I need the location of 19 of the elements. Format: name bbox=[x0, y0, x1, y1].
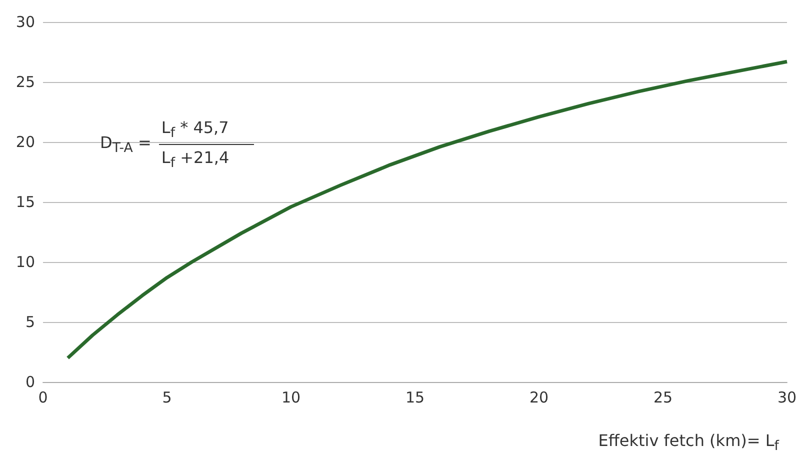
y-tick-label: 10 bbox=[16, 253, 35, 271]
annotation: L$_{f}$ * 45,7 bbox=[159, 118, 254, 146]
x-tick-label: 10 bbox=[281, 388, 301, 406]
annotation: D$_{T-A}$ = bbox=[100, 133, 152, 156]
y-tick-label: 5 bbox=[25, 313, 35, 331]
line-series bbox=[66, 60, 789, 360]
x-tick-label: 5 bbox=[162, 388, 172, 406]
y-tick-label: 20 bbox=[16, 133, 35, 151]
x-tick-label: 25 bbox=[653, 388, 673, 406]
y-tick-label: 15 bbox=[16, 193, 35, 211]
y-tick-label: 25 bbox=[16, 73, 35, 91]
y-tick-label: 0 bbox=[25, 373, 35, 391]
x-tick-label: 30 bbox=[777, 388, 797, 406]
y-tick-label: 30 bbox=[16, 13, 35, 31]
annotation: L$_{f}$ +21,4 bbox=[160, 147, 230, 172]
x-tick-label: 15 bbox=[405, 388, 425, 406]
x-axis-title: Effektiv fetch (km)= L$_{f}$ bbox=[598, 430, 779, 454]
x-tick-label: 20 bbox=[529, 388, 549, 406]
x-tick-label: 0 bbox=[38, 388, 48, 406]
